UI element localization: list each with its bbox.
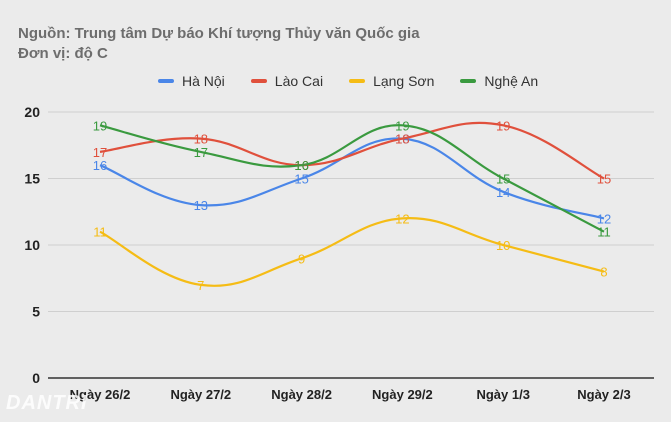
data-label: 12 [597,211,611,226]
data-label: 12 [395,211,409,226]
data-label: 8 [600,265,607,280]
x-tick-label: Ngày 28/2 [271,387,332,402]
x-tick-label: Ngày 26/2 [70,387,131,402]
series-line-ha-noi [99,137,605,220]
legend-swatch [349,79,366,83]
data-label: 11 [597,225,611,240]
chart-unit: Đơn vị: độ C [18,45,108,62]
data-label: 16 [93,158,107,173]
series-line-lang-son [99,217,605,287]
data-label: 17 [93,145,107,160]
series-line-nghe-an [99,124,605,233]
data-label: 15 [496,172,510,187]
legend-swatch [158,79,174,83]
data-label: 11 [93,225,107,240]
data-label: 13 [194,198,208,213]
y-tick-label: 15 [24,171,40,187]
data-label: 7 [197,278,204,293]
data-label: 18 [395,132,409,147]
legend-label: Lào Cai [274,73,324,89]
data-label: 17 [194,145,208,160]
legend-label: Lạng Sơn [373,73,435,89]
legend-swatch [460,79,477,83]
legend-swatch [250,79,267,83]
x-tick-label: Ngày 29/2 [372,387,433,402]
data-label: 14 [496,185,510,200]
data-label: 19 [496,118,510,133]
legend-item-lao-cai: Lào Cai [250,73,324,89]
legend: Hà Nội Lào Cai Lạng Sơn Nghệ An [158,73,538,89]
legend-item-ha-noi: Hà Nội [158,73,225,89]
data-label: 18 [194,132,208,147]
legend-item-nghe-an: Nghệ An [460,73,538,89]
x-tick-label: Ngày 1/3 [476,387,529,402]
legend-label: Nghệ An [484,73,539,89]
data-label: 10 [496,238,510,253]
x-tick-label: Ngày 27/2 [170,387,231,402]
data-label: 19 [395,118,409,133]
data-label: 9 [298,251,305,266]
data-label: 16 [294,158,308,173]
data-label: 16 [294,158,308,173]
y-tick-label: 5 [32,304,40,320]
chart-source: Nguồn: Trung tâm Dự báo Khí tượng Thủy v… [18,25,420,42]
y-tick-label: 0 [32,370,40,386]
legend-label: Hà Nội [182,73,225,89]
y-tick-label: 10 [24,237,40,253]
watermark-logo: DANTRI [6,392,88,414]
y-tick-label: 20 [24,104,40,120]
data-label: 15 [597,172,611,187]
data-label: 18 [395,132,409,147]
series-line-lao-cai [99,121,605,180]
data-label: 15 [294,172,308,187]
x-tick-label: Ngày 2/3 [577,387,630,402]
data-label: 19 [93,118,107,133]
legend-item-lang-son: Lạng Sơn [349,73,434,89]
